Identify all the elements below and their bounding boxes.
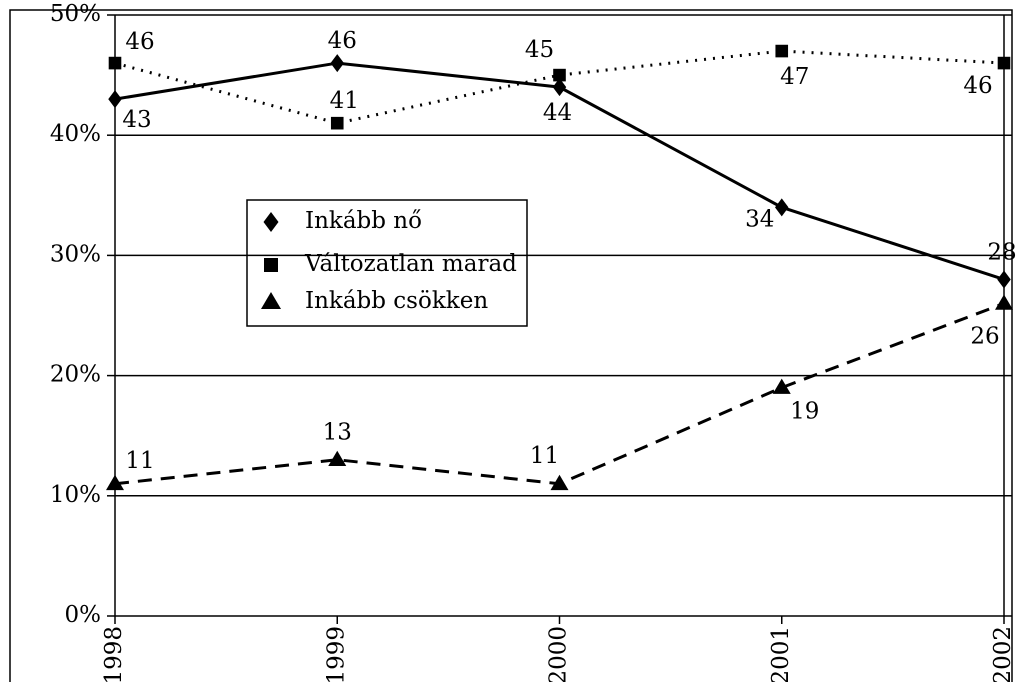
y-tick-label: 20% [50, 362, 101, 388]
data-label: 46 [125, 29, 154, 55]
y-tick-label: 40% [50, 121, 101, 147]
data-label: 28 [987, 239, 1016, 265]
marker [772, 378, 791, 394]
legend-label: Inkább csökken [305, 288, 488, 314]
marker [775, 44, 789, 58]
series-line [114, 49, 1005, 125]
marker [106, 474, 124, 491]
marker [108, 90, 122, 109]
marker [330, 54, 344, 73]
marker [553, 68, 566, 82]
data-label: 34 [745, 206, 774, 232]
marker [330, 116, 344, 130]
data-label: 45 [525, 37, 554, 63]
data-label: 11 [530, 443, 559, 469]
marker [997, 56, 1011, 70]
y-tick-label: 10% [50, 482, 101, 508]
series-line [114, 302, 1005, 486]
data-label: 13 [323, 420, 352, 446]
x-tick-label: 1999 [323, 626, 349, 682]
y-tick-label: 0% [65, 602, 102, 628]
x-tick-label: 2000 [546, 626, 572, 682]
data-label: 46 [328, 28, 357, 54]
marker [550, 474, 569, 491]
marker [261, 292, 281, 309]
data-label: 47 [780, 64, 809, 90]
x-tick-label: 2002 [990, 626, 1016, 682]
marker [995, 294, 1013, 310]
frame [9, 9, 1013, 682]
data-label: 19 [790, 399, 819, 425]
x-tick-label: 1998 [101, 626, 127, 682]
y-tick-label: 30% [50, 241, 101, 267]
marker [264, 258, 278, 272]
legend-label: Inkább nő [305, 208, 422, 234]
marker [263, 212, 279, 232]
data-label: 41 [330, 88, 359, 114]
legend-box [246, 199, 528, 327]
marker [108, 56, 122, 70]
data-label: 26 [970, 323, 999, 349]
data-label: 46 [963, 73, 992, 99]
marker [552, 78, 567, 97]
data-label: 43 [122, 107, 151, 133]
legend-label: Változatlan marad [304, 251, 517, 277]
data-label: 44 [543, 100, 572, 126]
x-tick-label: 2001 [768, 626, 794, 682]
data-label: 11 [125, 448, 154, 474]
marker [328, 450, 347, 467]
marker [997, 270, 1011, 289]
marker [775, 198, 789, 217]
y-tick-label: 50% [50, 1, 101, 27]
